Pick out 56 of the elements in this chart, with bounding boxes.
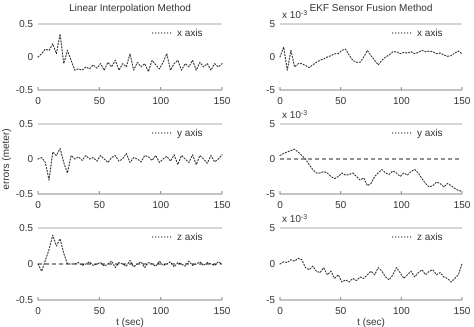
legend-label: y axis [177, 128, 203, 139]
text: x 10$^{-3}$ [282, 214, 308, 225]
x-tick-label: 0 [35, 96, 42, 107]
y-tick-label: -0.5 [16, 189, 34, 200]
x-tick-label: 50 [94, 306, 106, 317]
y-tick-label: 0.5 [19, 119, 34, 130]
x-axis-title: t (sec) [116, 317, 144, 327]
y-tick-label: 5 [269, 19, 276, 30]
x-tick-label: 50 [94, 200, 106, 211]
x-tick-label: 50 [335, 306, 347, 317]
x-tick-label: 50 [335, 200, 347, 211]
y-tick-label: 0 [269, 259, 276, 270]
legend-label: y axis [417, 128, 443, 139]
y-tick-label: 0 [27, 52, 34, 64]
chart-title: EKF Sensor Fusion Method [310, 3, 432, 14]
x-tick-label: 100 [392, 96, 410, 107]
y-tick-label: 5 [269, 119, 276, 130]
y-tick-label: -0.5 [16, 295, 34, 306]
y-tick-label: 5 [269, 223, 276, 234]
x-tick-label: 0 [277, 96, 284, 107]
x-tick-label: 100 [392, 306, 410, 317]
x-tick-label: 0 [277, 306, 284, 317]
x-tick-label: 150 [454, 200, 471, 211]
y-tick-label: -0.5 [16, 85, 34, 96]
x-tick-label: 100 [152, 306, 170, 317]
y-tick-label: -5 [266, 295, 276, 306]
x-tick-label: 100 [152, 96, 170, 107]
x-tick-label: 50 [335, 96, 347, 107]
y-tick-label: 0 [27, 154, 34, 166]
x-tick-label: 0 [35, 306, 42, 317]
legend-label: z axis [177, 232, 203, 243]
y-tick-label: 0.5 [19, 223, 34, 234]
chart-title: Linear Interpolation Method [69, 3, 191, 14]
x-tick-label: 0 [277, 200, 284, 211]
x-tick-label: 150 [454, 306, 471, 317]
legend-label: x axis [177, 28, 203, 39]
y-tick-label: 0.5 [19, 19, 34, 30]
text: x 10$^{-3}$ [282, 10, 308, 21]
legend-label: z axis [417, 232, 443, 243]
y-tick-label: -5 [266, 189, 276, 200]
y-tick-label: 0 [27, 259, 34, 270]
y-tick-label: 0 [269, 52, 276, 64]
x-axis-title: t (sec) [357, 317, 385, 327]
y-tick-label: 0 [269, 154, 276, 166]
legend-label: x axis [417, 28, 443, 39]
x-tick-label: 50 [94, 96, 106, 107]
text: x 10$^{-3}$ [282, 110, 308, 121]
x-tick-label: 100 [152, 200, 170, 211]
x-tick-label: 100 [392, 200, 410, 211]
x-tick-label: 150 [214, 96, 231, 107]
x-tick-label: 0 [35, 200, 42, 211]
y-axis-title: errors (meter) [1, 128, 12, 190]
x-tick-label: 150 [214, 306, 231, 317]
x-tick-label: 150 [214, 200, 231, 211]
y-tick-label: -5 [266, 85, 276, 96]
x-tick-label: 150 [454, 96, 471, 107]
